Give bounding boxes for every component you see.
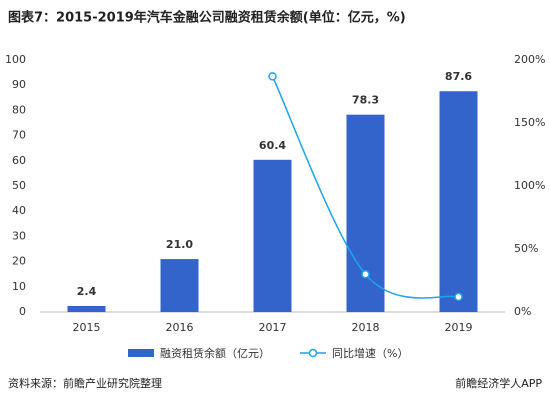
line-point [454, 292, 463, 302]
y-tick-label: 70 [12, 129, 26, 142]
y-tick-label: 80 [12, 103, 26, 116]
chart-title: 图表7：2015-2019年汽车金融公司融资租赁余额(单位：亿元，%) [8, 10, 406, 26]
source: 资料来源：前瞻产业研究院整理 [8, 376, 162, 390]
y2-tick-label: 200% [514, 53, 545, 66]
y-tick-label: 100 [5, 53, 26, 66]
y-tick-label: 10 [12, 280, 26, 293]
y-tick-label: 50 [12, 179, 26, 192]
y2-tick-label: 0% [514, 305, 531, 318]
line [271, 76, 459, 299]
y2-tick-label: 150% [514, 116, 545, 129]
bar [439, 91, 478, 312]
brand: 前瞻经济学人APP [455, 376, 542, 390]
y-tick-label: 20 [12, 255, 26, 268]
bar [67, 305, 106, 312]
y-tick-label: 30 [12, 229, 26, 242]
x-tick-label: 2015 [73, 321, 101, 334]
legend-label: 同比增速（%） [332, 346, 408, 360]
value-label: 87.6 [445, 70, 472, 83]
y-tick-label: 60 [12, 154, 26, 167]
y-tick-label: 0 [19, 305, 26, 318]
value-label: 21.0 [166, 238, 193, 251]
bar [160, 259, 199, 312]
legend-swatch [308, 348, 318, 358]
value-label: 60.4 [259, 139, 286, 152]
x-tick-label: 2018 [352, 321, 380, 334]
x-tick-label: 2016 [166, 321, 194, 334]
bar [253, 159, 292, 312]
line-point [268, 72, 277, 81]
legend-swatch [128, 349, 154, 357]
y2-tick-label: 50% [514, 242, 538, 255]
bar [346, 114, 385, 313]
x-tick-label: 2017 [259, 321, 287, 334]
line-point [361, 269, 370, 279]
y-tick-label: 90 [12, 78, 26, 91]
legend-label: 融资租赁余额（亿元） [160, 346, 270, 360]
value-label: 78.3 [352, 94, 379, 107]
value-label: 2.4 [77, 285, 97, 298]
y-tick-label: 40 [12, 204, 26, 217]
x-tick-label: 2019 [445, 321, 473, 334]
y2-tick-label: 100% [514, 179, 545, 192]
